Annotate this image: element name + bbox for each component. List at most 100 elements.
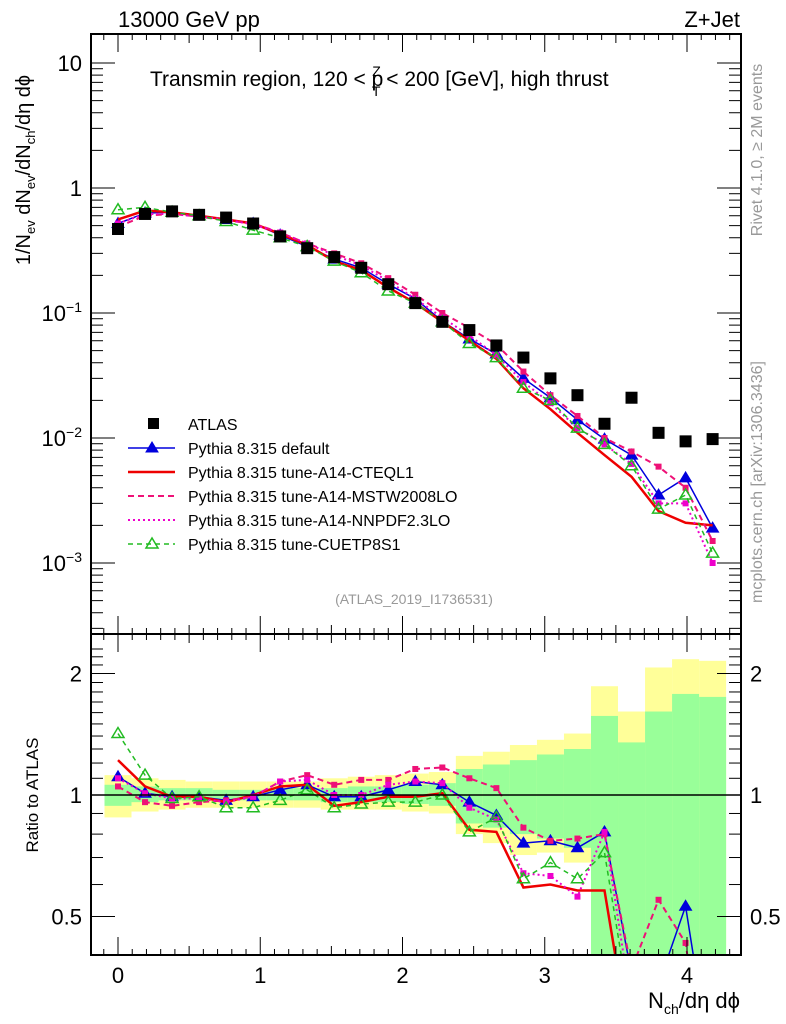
ratio-point [164,791,180,804]
ratio-point [137,767,153,780]
ratio-point [570,871,585,884]
stat-band [563,749,591,848]
ratio-point [385,776,392,783]
title-sup: Z [372,63,381,79]
atlas-point [112,222,124,235]
ratio-point [435,787,450,800]
data-point [651,501,666,514]
y-tick-exponent: −3 [66,549,82,565]
ratio-point [115,775,121,782]
data-point [543,392,558,406]
ratio-point [331,781,338,788]
data-point [574,412,581,419]
ratio-point [655,896,662,903]
legend-entry-pythia-8-315-tune-a14-mstw2008lo: Pythia 8.315 tune-A14-MSTW2008LO [128,489,457,506]
ratio-point [626,1012,638,1022]
legend: ATLAS Pythia 8.315 default Pythia 8.315 tu… [128,417,457,554]
data-point [705,545,720,558]
atlas-point [247,217,260,230]
main-ylabel: 1/Nev dNev/dNch/dη dϕ [13,75,38,265]
ratio-point [115,783,121,790]
atlas-point [571,389,584,402]
atlas-point [490,339,503,352]
ratio-point [412,778,419,785]
ratio-point [196,795,203,802]
ratio-point [304,772,311,779]
xlabel: Nch/dη dϕ [648,988,740,1017]
mcplots-label: mcplots.cern.ch [arXiv:1306.3436] [749,361,766,603]
ratio-point [678,899,693,911]
data-point [547,400,554,407]
ratio-series-pythia-8-315-tune-a14-mstw2008lo [115,764,689,955]
ratio-point [520,824,527,831]
ratio-point [682,939,689,946]
atlas-point [274,230,287,243]
atlas-point [679,435,692,448]
atlas-point [382,278,395,291]
ratio-point [169,802,176,809]
ratio-point [466,804,473,811]
series-atlas [112,205,719,448]
ratio-point [245,800,261,813]
title-pre: Transmin region, 120 < p [150,68,383,91]
data-point [520,368,527,375]
ratio-point [597,845,612,858]
atlas-point [355,261,368,274]
legend-marker [145,441,159,453]
data-point [412,291,419,298]
data-point [110,202,126,215]
legend-entry-pythia-8-315-tune-a14-nnpdf2-3lo: Pythia 8.315 tune-A14-NNPDF2.3LO [128,513,450,530]
ratio-ylabel: Ratio to ATLAS [23,738,42,853]
ratio-point [358,776,365,783]
legend-marker [144,536,160,549]
ratio-point [574,835,581,842]
atlas-point [517,351,530,364]
x-tick-label: 2 [396,963,408,988]
y-tick-label: 10 [58,51,82,76]
legend-label: Pythia 8.315 tune-A14-NNPDF2.3LO [188,513,450,530]
data-point [493,352,500,359]
data-point [624,458,639,471]
y-tick-label: 10−2 [42,424,83,451]
data-point [628,448,635,455]
analysis-watermark: (ATLAS_2019_I1736531) [335,591,493,607]
header-right: Z+Jet [684,7,740,32]
ratio-point [304,776,311,783]
data-point [439,310,446,316]
ratio-point [385,781,392,788]
data-point [678,487,693,500]
stat-band [672,693,700,955]
atlas-point [544,372,557,385]
ratio-point [466,775,473,782]
main-panel-series [110,199,720,566]
title-sub: T [372,83,381,99]
atlas-point [139,207,152,220]
ratio-point [516,871,531,884]
ratio-y-tick-label: 2 [70,662,82,687]
data-point [628,460,635,467]
atlas-point [652,426,665,439]
ratio-point [381,782,396,795]
ratio-point [547,872,554,879]
ratio-point [142,790,149,797]
series-pythia-8-315-default [111,205,720,533]
series-line [117,212,714,564]
data-point [489,350,504,363]
atlas-point [193,208,206,221]
atlas-point [436,315,449,328]
legend-entry-atlas: ATLAS [148,417,238,434]
data-point [682,500,689,507]
ratio-point [277,778,284,785]
ratio-point [653,978,665,988]
legend-marker [148,418,159,429]
y-tick-label: 1 [70,176,82,201]
x-tick-label: 4 [681,963,693,988]
rivet-label: Rivet 4.1.0, ≥ 2M events [749,64,766,236]
ratio-point [353,796,369,809]
ratio-line [117,733,622,955]
data-point [570,420,585,433]
x-tick-label: 0 [112,963,124,988]
ratio-series [110,726,695,1022]
ratio-point [601,828,608,835]
ratio-axes: 2 2 1 1 0.5 0.5 0 1 2 3 4 [51,633,781,988]
